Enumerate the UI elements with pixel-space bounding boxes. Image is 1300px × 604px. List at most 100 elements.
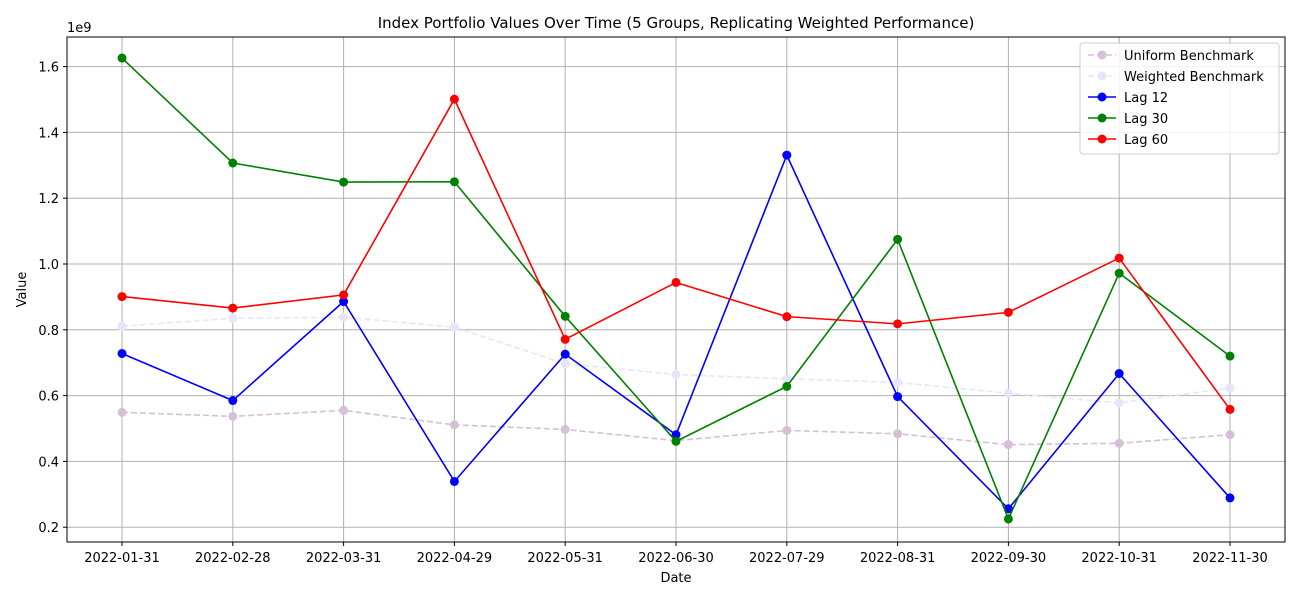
legend-item: Weighted Benchmark [1088, 70, 1264, 85]
data-point [1114, 369, 1124, 379]
data-point [117, 407, 127, 417]
data-point [671, 277, 681, 287]
x-axis-label: Date [660, 571, 691, 586]
data-point [782, 312, 792, 322]
data-point [1225, 404, 1235, 414]
legend-item: Uniform Benchmark [1088, 49, 1254, 64]
data-point [339, 312, 349, 322]
series-weighted-benchmark [117, 312, 1235, 408]
data-point [1003, 514, 1013, 524]
x-tick-label: 2022-04-29 [417, 551, 493, 566]
data-point [671, 370, 681, 380]
data-point [560, 334, 570, 344]
legend-label: Uniform Benchmark [1124, 49, 1254, 64]
data-point [1003, 307, 1013, 317]
data-point [1003, 504, 1013, 514]
data-point [782, 425, 792, 435]
y-tick-label: 1.6 [38, 61, 59, 76]
data-point [671, 430, 681, 440]
series-lag-60 [117, 94, 1235, 414]
x-tick-label: 2022-01-31 [84, 551, 160, 566]
x-tick-label: 2022-06-30 [638, 551, 714, 566]
y-tick-label: 0.4 [38, 455, 59, 470]
data-point [228, 303, 238, 313]
data-point [339, 290, 349, 300]
data-point [228, 396, 238, 406]
legend-marker [1097, 134, 1107, 144]
y-tick-label: 0.8 [38, 324, 59, 339]
data-point [1114, 268, 1124, 278]
data-point [228, 411, 238, 421]
series-layer [117, 53, 1235, 524]
legend: Uniform Benchmark Weighted Benchmark Lag 1… [1079, 42, 1280, 155]
data-point [449, 94, 459, 104]
data-point [1114, 438, 1124, 448]
y-axis-label: Value [15, 272, 30, 308]
data-point [893, 377, 903, 387]
data-point [1225, 383, 1235, 393]
data-point [1003, 440, 1013, 450]
y-tick-label: 0.6 [38, 390, 59, 405]
legend-item: Lag 30 [1088, 112, 1168, 127]
data-point [893, 429, 903, 439]
chart-title: Index Portfolio Values Over Time (5 Grou… [378, 14, 975, 32]
x-tick-label: 2022-08-31 [860, 551, 936, 566]
data-point [339, 405, 349, 415]
legend-marker [1097, 50, 1107, 60]
data-point [228, 313, 238, 323]
data-point [893, 392, 903, 402]
data-point [339, 297, 349, 307]
series-lag-12 [117, 150, 1235, 514]
legend-item: Lag 12 [1088, 91, 1168, 106]
legend-label: Weighted Benchmark [1124, 70, 1264, 85]
legend-label: Lag 12 [1124, 91, 1168, 106]
x-tick-label: 2022-09-30 [971, 551, 1047, 566]
y-tick-label: 1.4 [38, 126, 59, 141]
data-point [1114, 398, 1124, 408]
x-tick-label: 2022-11-30 [1192, 551, 1268, 566]
legend-label: Lag 60 [1124, 133, 1168, 148]
x-tick-label: 2022-03-31 [306, 551, 382, 566]
legend-label: Lag 30 [1124, 112, 1168, 127]
y-tick-label: 0.2 [38, 521, 59, 536]
data-point [782, 381, 792, 391]
data-point [228, 158, 238, 168]
data-point [1225, 430, 1235, 440]
data-point [893, 234, 903, 244]
series-line [121, 409, 1231, 446]
data-point [339, 177, 349, 187]
data-point [1225, 493, 1235, 503]
data-point [449, 420, 459, 430]
ticks: 2022-01-31 2022-02-28 2022-03-31 2022-04-29… [38, 61, 1267, 566]
y-tick-label: 1.0 [38, 258, 59, 273]
x-tick-label: 2022-07-29 [749, 551, 825, 566]
data-point [560, 311, 570, 321]
x-tick-label: 2022-05-31 [527, 551, 603, 566]
legend-marker [1097, 71, 1107, 81]
data-point [782, 374, 792, 384]
legend-item: Lag 60 [1088, 133, 1168, 148]
data-point [893, 319, 903, 329]
data-point [449, 322, 459, 332]
data-point [117, 53, 127, 63]
data-point [117, 292, 127, 302]
x-tick-label: 2022-02-28 [195, 551, 271, 566]
x-tick-label: 2022-10-31 [1081, 551, 1157, 566]
legend-marker [1097, 92, 1107, 102]
legend-box [1079, 42, 1280, 155]
data-point [560, 424, 570, 434]
data-point [449, 476, 459, 486]
y-axis-offset-label: 1e9 [67, 21, 92, 36]
data-point [1225, 351, 1235, 361]
data-point [782, 150, 792, 160]
data-point [449, 177, 459, 187]
legend-marker [1097, 113, 1107, 123]
data-point [671, 436, 681, 446]
data-point [1003, 388, 1013, 398]
data-point [560, 349, 570, 359]
data-point [117, 321, 127, 331]
data-point [117, 348, 127, 358]
series-lag-30 [117, 53, 1235, 524]
